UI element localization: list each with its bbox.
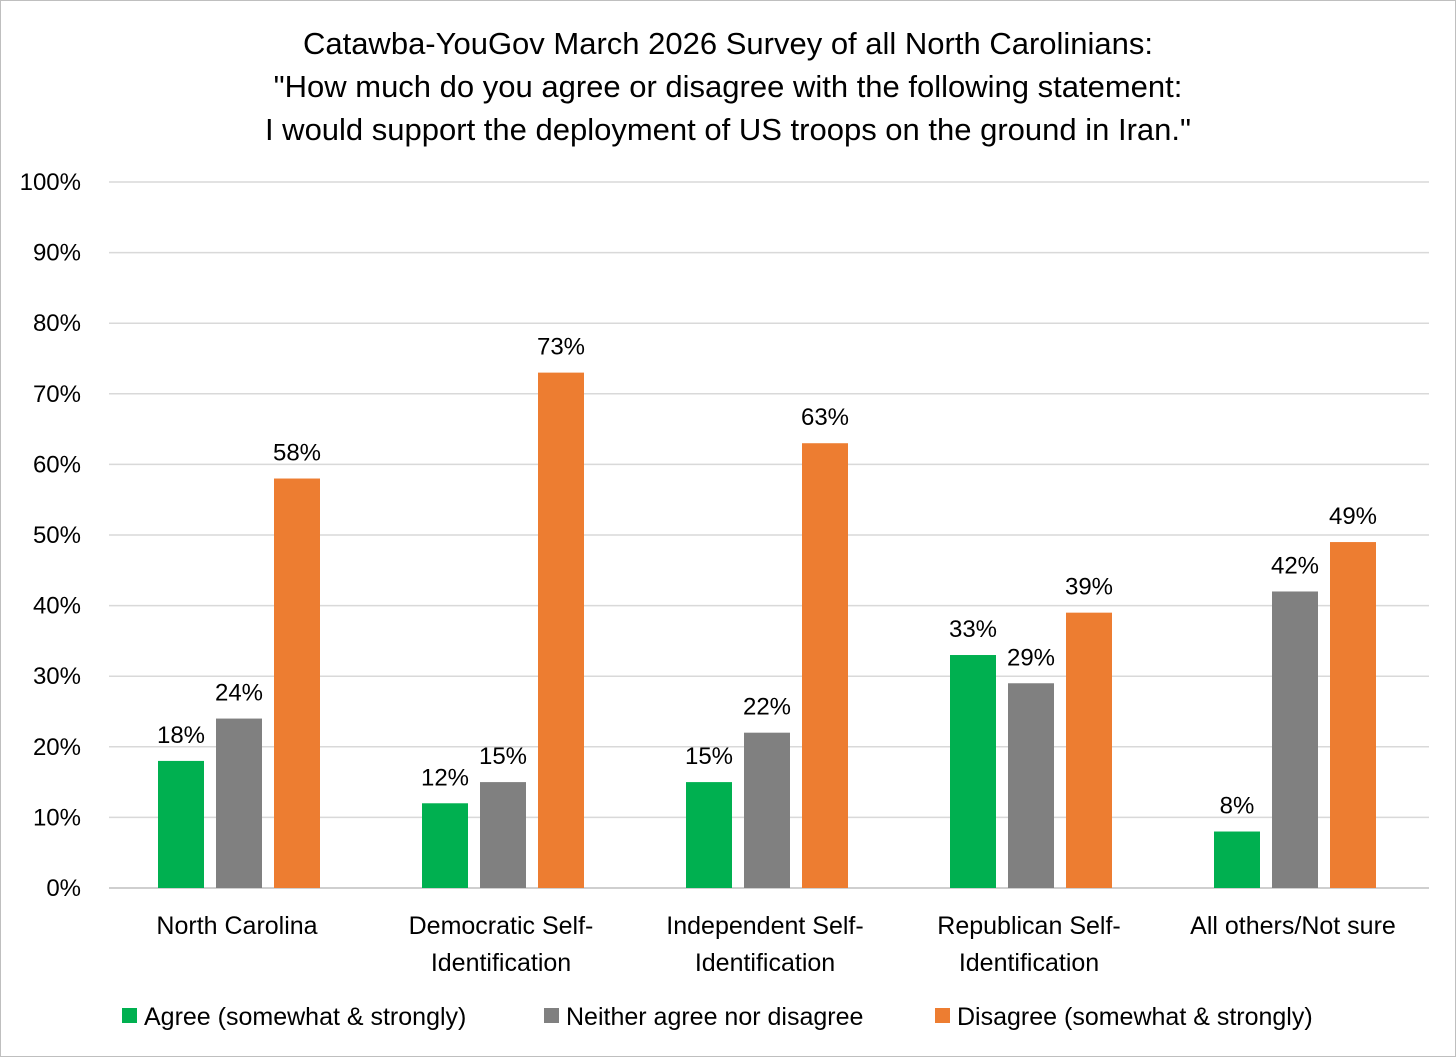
legend-swatch bbox=[122, 1008, 137, 1023]
data-label: 8% bbox=[1220, 793, 1255, 820]
legend-item: Neither agree nor disagree bbox=[544, 1003, 863, 1031]
data-label: 18% bbox=[157, 722, 205, 749]
category-label: All others/Not sure bbox=[1190, 912, 1396, 940]
legend-label: Agree (somewhat & strongly) bbox=[144, 1003, 466, 1031]
legend-label: Disagree (somewhat & strongly) bbox=[957, 1003, 1313, 1031]
bar bbox=[538, 372, 584, 888]
data-label: 12% bbox=[421, 764, 469, 791]
y-tick-label: 100% bbox=[20, 169, 81, 196]
category-label: Democratic Self- bbox=[409, 912, 594, 940]
legend-swatch bbox=[935, 1008, 950, 1023]
data-label: 33% bbox=[949, 616, 997, 643]
data-label: 22% bbox=[743, 694, 791, 721]
category-label: Identification bbox=[695, 949, 835, 977]
y-tick-label: 10% bbox=[33, 804, 81, 831]
bar bbox=[686, 782, 732, 888]
category-label: North Carolina bbox=[156, 912, 317, 940]
data-labels: 18% 12% 15% 33% 8% 24% 15% 22% 29% 42% 58% 73% 63% 39… bbox=[157, 334, 1377, 820]
data-label: 49% bbox=[1329, 503, 1377, 530]
chart-title-line-3: I would support the deployment of US tro… bbox=[265, 112, 1191, 147]
bar bbox=[274, 478, 320, 888]
y-axis-tick-labels: 0% 10% 20% 30% 40% 50% 60% 70% 80% 90% 100% bbox=[20, 169, 81, 902]
data-label: 39% bbox=[1065, 574, 1113, 601]
category-label: Republican Self- bbox=[937, 912, 1120, 940]
chart-title-line-1: Catawba-YouGov March 2026 Survey of all … bbox=[303, 26, 1153, 61]
category-label: Identification bbox=[431, 949, 571, 977]
y-tick-label: 20% bbox=[33, 734, 81, 761]
bar bbox=[1066, 612, 1112, 888]
data-label: 15% bbox=[479, 743, 527, 770]
y-tick-label: 70% bbox=[33, 381, 81, 408]
bars bbox=[158, 372, 1376, 888]
legend-swatch bbox=[544, 1008, 559, 1023]
bar bbox=[1214, 831, 1260, 888]
chart-title-line-2: "How much do you agree or disagree with … bbox=[274, 69, 1183, 104]
legend: Agree (somewhat & strongly) Neither agree… bbox=[122, 1003, 1313, 1031]
legend-item: Agree (somewhat & strongly) bbox=[122, 1003, 466, 1031]
data-label: 58% bbox=[273, 440, 321, 467]
y-tick-label: 30% bbox=[33, 663, 81, 690]
y-tick-label: 80% bbox=[33, 310, 81, 337]
bar bbox=[422, 803, 468, 888]
category-label: Independent Self- bbox=[666, 912, 863, 940]
bar bbox=[950, 655, 996, 888]
bar bbox=[802, 443, 848, 888]
data-label: 63% bbox=[801, 404, 849, 431]
data-label: 73% bbox=[537, 334, 585, 361]
legend-label: Neither agree nor disagree bbox=[566, 1003, 863, 1031]
y-tick-label: 60% bbox=[33, 451, 81, 478]
bar bbox=[480, 782, 526, 888]
chart-title: Catawba-YouGov March 2026 Survey of all … bbox=[265, 26, 1191, 147]
y-tick-label: 40% bbox=[33, 593, 81, 620]
data-label: 15% bbox=[685, 743, 733, 770]
y-tick-label: 90% bbox=[33, 240, 81, 267]
bar bbox=[158, 760, 204, 888]
bar bbox=[216, 718, 262, 888]
x-axis-category-labels: North Carolina Democratic Self- Identifica… bbox=[156, 912, 1395, 977]
gridlines bbox=[109, 181, 1429, 889]
data-label: 42% bbox=[1271, 552, 1319, 579]
data-label: 24% bbox=[215, 680, 263, 707]
y-tick-label: 50% bbox=[33, 522, 81, 549]
bar bbox=[1330, 542, 1376, 888]
category-label: Identification bbox=[959, 949, 1099, 977]
data-label: 29% bbox=[1007, 644, 1055, 671]
y-tick-label: 0% bbox=[46, 875, 81, 902]
legend-item: Disagree (somewhat & strongly) bbox=[935, 1003, 1313, 1031]
bar bbox=[1008, 683, 1054, 888]
bar bbox=[744, 732, 790, 888]
bar bbox=[1272, 591, 1318, 888]
